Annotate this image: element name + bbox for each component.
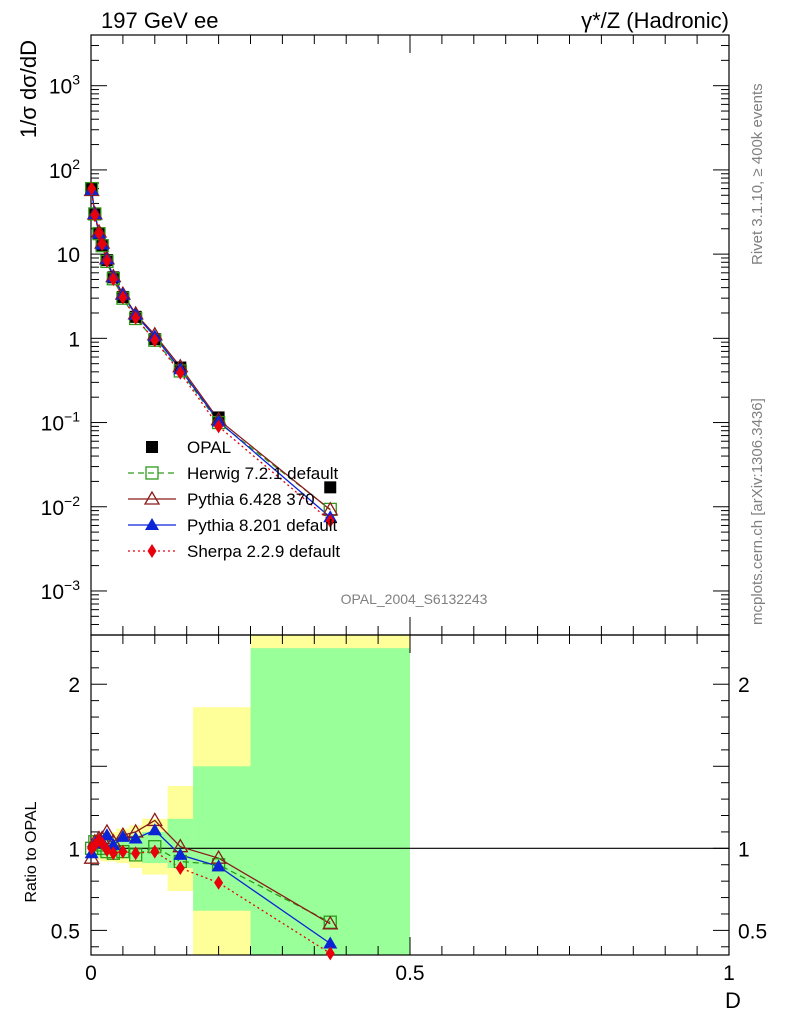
sherpa-2-2-9-default-ratio-point-11 [325,946,335,961]
green-band-11 [250,648,410,955]
legend-label-pythia-8-201-default: Pythia 8.201 default [187,516,338,535]
mcplots-label: mcplots.cern.ch [arXiv:1306.3436] [749,398,766,625]
ratio-uncertainty-bands [91,635,410,955]
y-tick-label-1: 102 [49,156,80,183]
pythia-8-201-default-ratio-point-4 [99,828,114,841]
y-axis-label-ratio: Ratio to OPAL [23,801,40,902]
sherpa-2-2-9-default-point-9 [175,365,185,380]
ratio-tick-label-right-0: 0.5 [738,920,767,943]
green-band-10 [193,766,251,911]
sherpa-2-2-9-default-point-5 [108,272,118,287]
y-tick-label-6: 10−3 [41,577,81,604]
ratio-tick-label-left-1: 1 [68,838,80,861]
ratio-tick-label-right-1: 1 [738,838,750,861]
analysis-label: OPAL_2004_S6132243 [341,591,488,607]
legend-label-sherpa-2-2-9-default: Sherpa 2.2.9 default [187,542,340,561]
x-tick-label-1: 0.5 [395,962,424,985]
y-tick-label-3: 1 [68,328,80,351]
sherpa-2-2-9-default-point-1 [90,208,100,223]
axis-ticks [90,34,730,955]
sherpa-2-2-9-default-point-10 [214,419,224,434]
sherpa-2-2-9-default-ratio-point-5 [108,846,118,861]
herwig-7-2-1-default-line [90,188,331,510]
y-axis-label-top: 1/σ dσ/dD [16,40,41,138]
ratio-tick-label-right-2: 2 [738,674,750,697]
y-tick-label-2: 10 [57,244,80,267]
legend-label-herwig-7-2-1-default: Herwig 7.2.1 default [187,464,338,483]
pythia-8-201-default-ratio-point-5 [106,838,121,851]
sherpa-2-2-9-default-ratio-point-9 [175,861,185,876]
sherpa-2-2-9-default-ratio-point-8 [150,844,160,859]
ratio-tick-label-left-0: 0.5 [51,920,80,943]
legend-label-opal: OPAL [187,438,231,457]
pythia-8-201-default-ratio-point-8 [147,823,162,836]
plot-title-left: 197 GeV ee [101,8,218,33]
y-tick-label-5: 10−2 [41,493,81,520]
series-markers [83,181,339,961]
text-labels: 197 GeV ee γ*/Z (Hadronic) 1/σ dσ/dD Ratio … [16,8,767,1013]
sherpa-2-2-9-default-point-4 [102,253,112,268]
green-band-9 [167,818,194,869]
x-tick-label-0: 0 [85,962,97,985]
opal-point-11 [324,481,337,494]
legend-marker-pythia-8-201-default [145,518,159,530]
sherpa-2-2-9-default-point-8 [150,333,160,348]
pythia-6-428-370-ratio-point-11 [322,915,339,930]
pythia-8-201-default-ratio-point-11 [323,936,338,949]
legend-marker-sherpa-2-2-9-default [147,544,157,558]
sherpa-2-2-9-default-point-6 [118,290,128,305]
ratio-tick-label-left-2: 2 [68,674,80,697]
pythia-8-201-default-ratio-point-7 [128,831,143,844]
y-tick-label-4: 10−1 [41,409,81,436]
sherpa-2-2-9-default-ratio-point-10 [214,875,224,890]
legend-label-pythia-6-428-370: Pythia 6.428 370 [187,490,315,509]
pythia-6-428-370-line [90,190,331,511]
plot-title-right: γ*/Z (Hadronic) [581,8,729,33]
sherpa-2-2-9-default-ratio-point-3 [97,836,107,851]
pythia-8-201-default-ratio-point-9 [173,847,188,860]
sherpa-2-2-9-default-point-0 [87,181,97,196]
sherpa-2-2-9-default-point-3 [97,237,107,252]
sherpa-2-2-9-default-point-11 [325,513,335,528]
rivet-label: Rivet 3.1.10, ≥ 400k events [749,83,766,265]
x-axis-label: D [725,988,741,1013]
y-tick-label-0: 103 [49,72,80,99]
legend-marker-opal [146,441,158,453]
x-tick-label-2: 1 [723,962,735,985]
sherpa-2-2-9-default-point-7 [131,310,141,325]
sherpa-2-2-9-default-point-2 [94,226,104,241]
legend-marker-herwig-7-2-1-default [145,466,159,480]
sherpa-2-2-9-default-ratio-line [91,839,331,954]
legend-marker-pythia-6-428-370 [143,490,161,505]
sherpa-2-2-9-default-ratio-point-6 [118,844,128,859]
legend: OPAL Herwig 7.2.1 default Pythia 6.428 370… [128,438,340,561]
pythia-8-201-default-ratio-point-10 [211,859,226,872]
sherpa-2-2-9-default-ratio-point-7 [131,846,141,861]
pythia-8-201-default-ratio-point-6 [115,829,130,842]
